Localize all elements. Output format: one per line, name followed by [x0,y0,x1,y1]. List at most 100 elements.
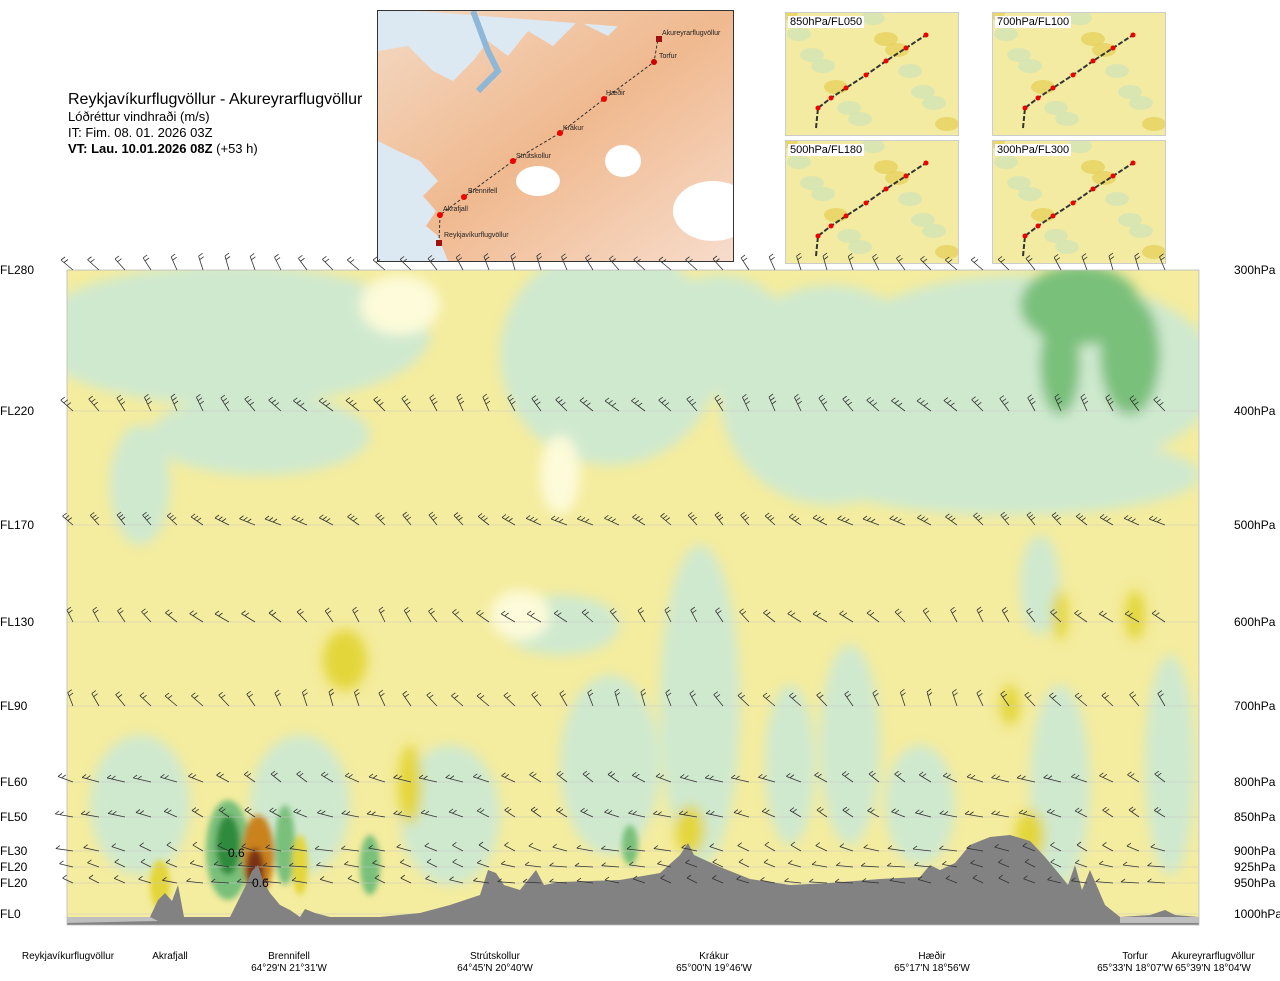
map-label-krakur: Krákur [563,125,584,132]
wind-barb [428,607,438,623]
wind-barb [525,515,542,526]
wind-barb [652,810,672,818]
valid-time: VT: Lau. 10.01.2026 08Z (+53 h) [68,141,378,157]
wind-barb [768,393,777,412]
field-contour [150,395,370,475]
mini-map-contour [898,64,922,78]
wind-barb [170,393,179,412]
wind-barb [811,861,828,868]
wind-barb [713,691,724,707]
route-map-canvas: Akureyrarflugvöllur Torfur Hæðir Krákur … [378,11,733,261]
wind-barb [847,253,854,271]
wind-barb [375,512,386,526]
wind-barb [970,256,984,271]
wind-barb [1099,772,1114,783]
wind-barb [945,513,958,526]
wind-barb [106,774,126,783]
wind-barb [1081,253,1088,271]
wind-barb [966,844,984,852]
wind-barb [601,862,620,868]
wind-barb [478,841,490,852]
wind-barb [451,692,464,707]
wind-barb [426,691,438,707]
pressure-level-label: 400hPa [1234,404,1276,418]
field-contour-strong [622,825,638,865]
mini-map-contour [1092,43,1116,57]
wind-barb [114,255,126,271]
map-label-brennifell: Brennifell [468,188,498,195]
mini-map-contour [1044,229,1068,243]
mini-map-route [1022,34,1134,129]
wind-barb [816,806,828,818]
route-label-name: Torfur [1122,951,1148,962]
wind-barb [1074,859,1088,868]
field-contour [398,745,422,825]
route-label-name: Krákur [699,951,729,962]
wind-barb [1074,807,1088,818]
mini-map-contour [811,187,835,201]
wind-barb [289,845,308,852]
wind-barb [217,842,230,852]
wind-barb [970,859,984,868]
wind-barb [504,841,516,852]
chart-subtitle: Lóðréttur vindhraði (m/s) [68,109,210,124]
wind-barb [1148,515,1166,526]
wind-barb [198,252,204,271]
mini-map-300: 300hPa/FL300 [992,140,1166,264]
wind-barb [402,690,412,707]
wind-barb [686,395,698,412]
field-contour [1020,535,1060,635]
wind-barb [427,255,438,271]
wind-barb [640,688,647,707]
wind-barb [966,773,984,783]
route-label: Akrafjall [152,951,188,963]
wind-barb [1147,862,1166,868]
wind-barb [268,396,282,412]
wind-barb [89,512,100,526]
wind-barb [787,860,802,868]
mini-map-point [1022,233,1028,239]
wind-barb [660,512,672,526]
wind-barb [614,688,621,707]
pressure-level-label: 950hPa [1234,876,1276,890]
wind-barb [1102,841,1114,852]
wind-barb [241,610,256,623]
wind-barb [319,514,334,526]
wind-barb [604,514,620,526]
pressure-level-label: 925hPa [1234,860,1276,874]
route-label-name: Brennifell [268,951,310,962]
mini-map-point [828,95,834,101]
wind-barb [393,810,412,818]
wind-barb [891,808,906,818]
mini-map-contour [1142,245,1165,259]
map-label-strutskollur: Strútskollur [516,153,552,160]
wind-barb [1102,806,1114,818]
wind-barb [113,875,126,884]
wind-barb [549,862,568,868]
field-contour [820,435,1199,515]
wind-barb [822,252,829,271]
cross-section-chart: FL280 FL220 FL170 FL130 FL90 FL60 FL50 FL30 FL20… [0,245,1280,945]
field-contour [110,425,170,545]
wind-barb [812,610,828,623]
wind-barb [917,876,932,884]
wind-barb [629,861,646,868]
pressure-level-labels: 300hPa 400hPa 500hPa 600hPa 700hPa 800hPa 850h… [1234,263,1280,921]
flight-level-label: FL130 [0,615,34,629]
wind-barb [262,862,282,868]
wind-barb [320,771,334,783]
wind-barb [196,393,204,412]
wind-barb [378,606,386,623]
wind-barb [264,515,282,526]
wind-barb [887,845,906,852]
wind-barb [973,512,984,526]
wind-barb [1126,842,1140,852]
wind-barb [274,253,282,271]
wind-barb [916,397,932,412]
wind-barb [354,688,360,707]
wind-barb [345,397,360,412]
mini-map-point [1130,160,1136,166]
wind-barb [628,809,646,818]
wind-barb [763,859,776,868]
wind-barb [139,842,152,852]
